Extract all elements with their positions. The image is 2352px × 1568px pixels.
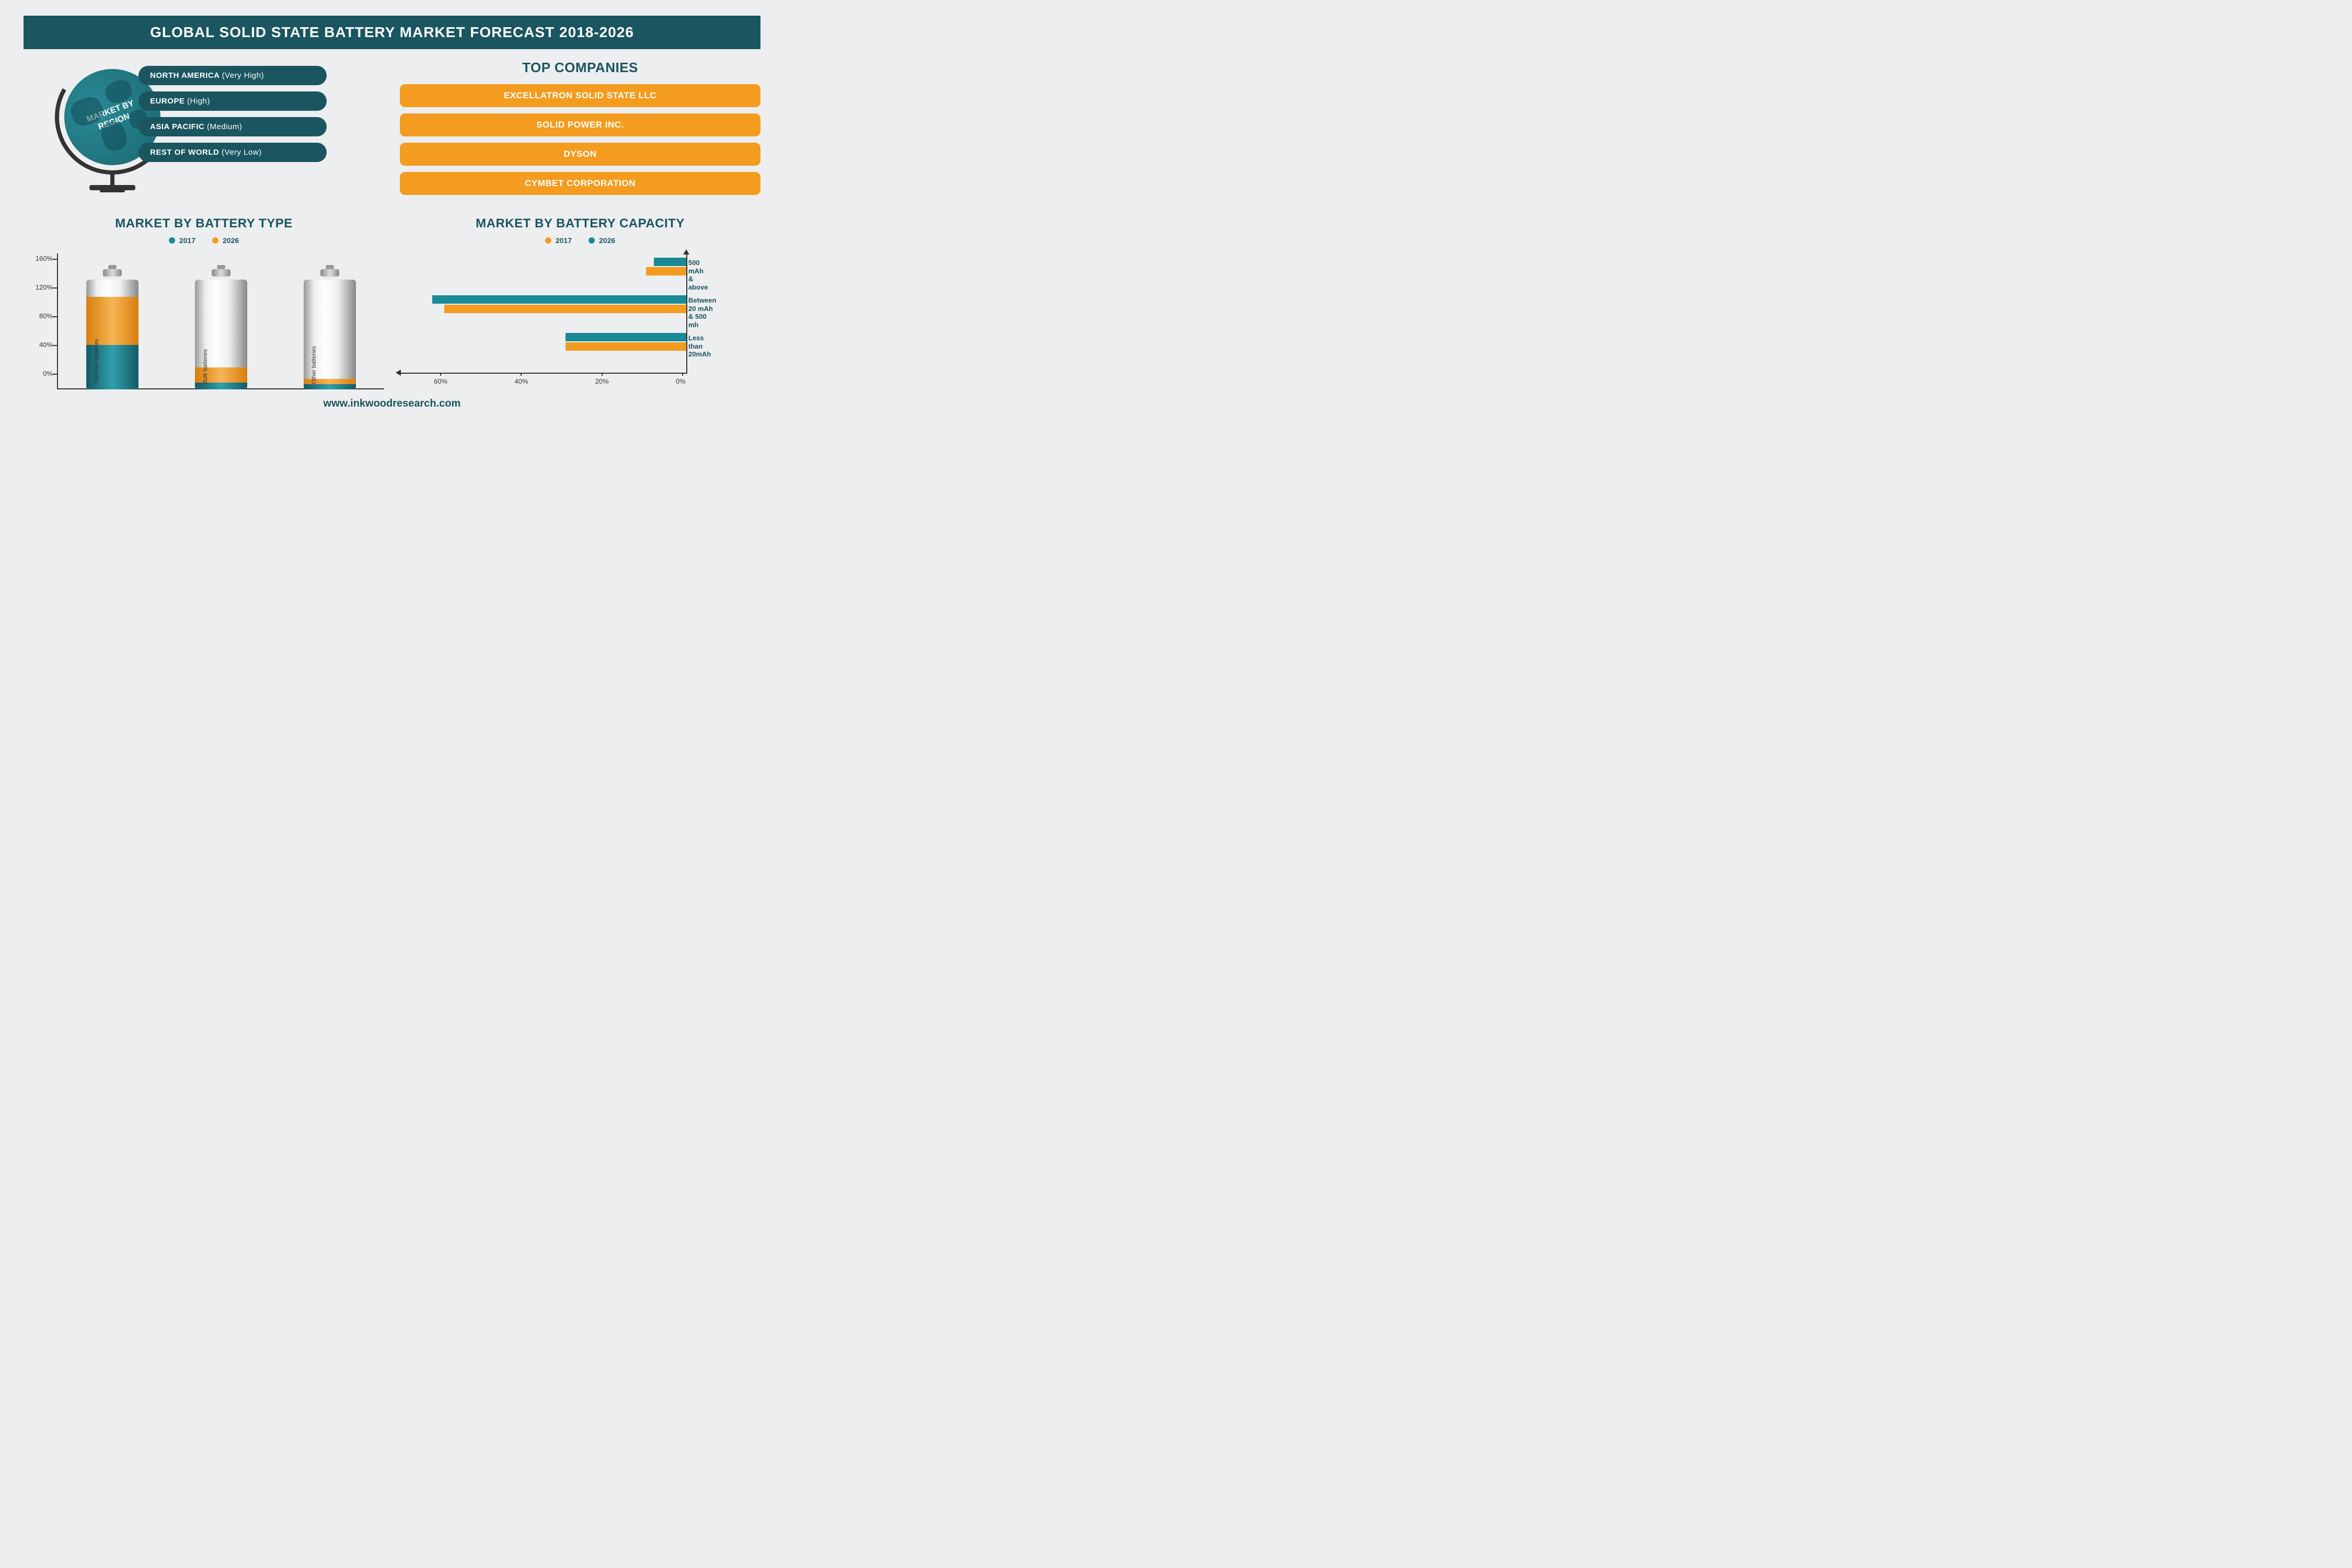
company-pill: SOLID POWER INC. bbox=[400, 113, 760, 136]
y-tick: 40% bbox=[39, 341, 53, 349]
charts-row: MARKET BY BATTERY TYPE 2017 2026 160% 120%… bbox=[0, 206, 784, 389]
capacity-chart: MARKET BY BATTERY CAPACITY 2017 2026 500 … bbox=[400, 216, 760, 389]
capacity-bar-group bbox=[566, 333, 686, 352]
region-pill: NORTH AMERICA (Very High) bbox=[139, 66, 327, 85]
x-tick: 0% bbox=[676, 377, 686, 385]
battery-type-title: MARKET BY BATTERY TYPE bbox=[24, 216, 384, 231]
legend-item: 2017 bbox=[545, 236, 572, 245]
battery-type-chart: MARKET BY BATTERY TYPE 2017 2026 160% 120%… bbox=[24, 216, 384, 389]
company-pill: EXCELLATRON SOLID STATE LLC bbox=[400, 84, 760, 107]
region-pill: EUROPE (High) bbox=[139, 91, 327, 111]
region-pill: REST OF WORLD (Very Low) bbox=[139, 143, 327, 162]
battery-item: Bulk batteries bbox=[187, 274, 255, 389]
footer-url: www.inkwoodresearch.com bbox=[0, 389, 784, 418]
legend-item: 2026 bbox=[212, 236, 239, 245]
battery-item: Other batteries bbox=[296, 274, 364, 389]
top-content: MARKET BYREGION NORTH AMERICA (Very High… bbox=[0, 49, 784, 206]
capacity-bar-group bbox=[646, 258, 686, 276]
page-title: GLOBAL SOLID STATE BATTERY MARKET FORECA… bbox=[24, 16, 760, 49]
legend-item: 2017 bbox=[169, 236, 195, 245]
y-tick: 120% bbox=[36, 283, 53, 291]
legend-item: 2026 bbox=[589, 236, 615, 245]
region-pill: ASIA PACIFIC (Medium) bbox=[139, 117, 327, 136]
battery-item: Thin-film batteries bbox=[78, 274, 146, 389]
capacity-bar-group bbox=[432, 295, 686, 314]
x-tick: 40% bbox=[514, 377, 528, 385]
top-companies-title: TOP COMPANIES bbox=[400, 60, 760, 76]
x-tick: 60% bbox=[434, 377, 447, 385]
capacity-title: MARKET BY BATTERY CAPACITY bbox=[400, 216, 760, 231]
capacity-label: Less than20mAh bbox=[688, 334, 711, 359]
capacity-label: Between 20 mAh& 500 mh bbox=[688, 296, 716, 329]
company-pill: DYSON bbox=[400, 143, 760, 166]
company-pill: CYMBET CORPORATION bbox=[400, 172, 760, 195]
market-by-region-section: MARKET BYREGION NORTH AMERICA (Very High… bbox=[24, 60, 384, 206]
capacity-label: 500 mAh& above bbox=[688, 259, 708, 291]
x-tick: 20% bbox=[595, 377, 609, 385]
y-tick: 160% bbox=[36, 255, 53, 262]
y-tick: 0% bbox=[43, 370, 53, 377]
top-companies-section: TOP COMPANIES EXCELLATRON SOLID STATE LL… bbox=[400, 60, 760, 206]
y-tick: 80% bbox=[39, 312, 53, 320]
